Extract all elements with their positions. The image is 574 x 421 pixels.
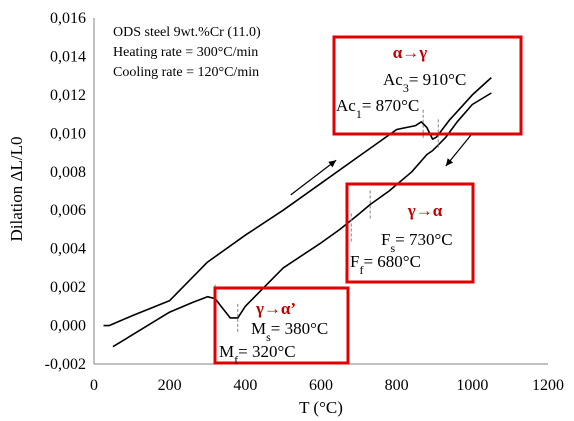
- x-axis-title: T (°C): [299, 398, 343, 417]
- x-tick-label: 0: [90, 377, 98, 394]
- ff-sub: f: [359, 263, 363, 277]
- annotation-gamma-alpha: γ→α Fs= 730°C Ff= 680°C: [345, 182, 475, 284]
- note-cooling-rate: Cooling rate = 120°C/min: [113, 65, 259, 80]
- y-tick-label: 0,014: [50, 48, 86, 65]
- ac1-label: Ac1= 870°C: [336, 96, 419, 121]
- y-tick-label: 0,000: [50, 318, 86, 335]
- y-tick-label: 0,006: [50, 202, 86, 219]
- mf-main: M: [219, 342, 234, 361]
- x-tick-label: 800: [385, 377, 409, 394]
- annotation-title: α→γ: [393, 43, 427, 62]
- ms-label: Ms= 380°C: [251, 319, 328, 344]
- notes: ODS steel 9wt.%Cr (11.0) Heating rate = …: [113, 25, 261, 80]
- annotation-box: [332, 35, 523, 136]
- ff-label: Ff= 680°C: [350, 252, 421, 277]
- mf-label: Mf= 320°C: [219, 342, 296, 367]
- heating-arrow-head: [328, 160, 337, 168]
- ac1-rest: = 870°C: [362, 96, 419, 115]
- annotation-title: γ→α: [407, 201, 443, 220]
- x-tick-label: 1200: [532, 377, 564, 394]
- ms-sub: s: [266, 330, 271, 344]
- x-tick-label: 400: [233, 377, 257, 394]
- ms-main: M: [251, 319, 266, 338]
- note-heating-rate: Heating rate = 300°C/min: [113, 45, 258, 60]
- x-tick-label: 600: [309, 377, 333, 394]
- annotation-gamma-alpha-prime: γ→α’ Ms= 380°C Mf= 320°C: [213, 286, 350, 367]
- heating-arrow-shaft: [290, 159, 337, 196]
- annotation-box: [213, 286, 350, 365]
- x-tick-label: 200: [158, 377, 182, 394]
- annotation-alpha-gamma: α→γ Ac3= 910°C Ac1= 870°C: [332, 35, 523, 136]
- cooling-arrow-head: [445, 158, 454, 167]
- y-tick-label: -0,002: [45, 356, 86, 373]
- fs-sub: s: [390, 241, 395, 255]
- direction-arrows: [290, 132, 473, 196]
- fs-label: Fs= 730°C: [381, 230, 453, 255]
- annotation-title: γ→α’: [255, 299, 296, 318]
- ac1-sub: 1: [356, 107, 362, 121]
- y-tick-labels: -0,002 0,000 0,002 0,004 0,006 0,008 0,010 0,01…: [45, 10, 86, 373]
- transition-markers: [214, 109, 439, 332]
- ms-rest: = 380°C: [271, 319, 328, 338]
- mf-sub: f: [234, 353, 238, 367]
- x-tick-label: 1000: [456, 377, 488, 394]
- annotation-box: [345, 182, 475, 284]
- note-material: ODS steel 9wt.%Cr (11.0): [113, 25, 261, 40]
- y-tick-label: 0,016: [50, 10, 86, 27]
- x-tick-labels: 0 200 400 600 800 1000 1200: [90, 377, 564, 394]
- cooling-curve: [112, 92, 492, 348]
- ff-rest: = 680°C: [363, 252, 420, 271]
- ff-main: F: [350, 252, 359, 271]
- ac3-sub: 3: [403, 81, 409, 95]
- fs-main: F: [381, 230, 390, 249]
- y-tick-label: 0,008: [50, 164, 86, 181]
- ac3-label: Ac3= 910°C: [383, 70, 466, 95]
- ac1-main: Ac: [336, 96, 356, 115]
- y-axis-title: Dilation ΔL/L0: [7, 137, 26, 242]
- y-tick-label: 0,012: [50, 87, 86, 104]
- y-tick-label: 0,010: [50, 125, 86, 142]
- y-tick-label: 0,004: [50, 241, 86, 258]
- y-tick-label: 0,002: [50, 279, 86, 296]
- ac3-main: Ac: [383, 70, 403, 89]
- mf-rest: = 320°C: [238, 342, 295, 361]
- fs-rest: = 730°C: [395, 230, 452, 249]
- ac3-rest: = 910°C: [409, 70, 466, 89]
